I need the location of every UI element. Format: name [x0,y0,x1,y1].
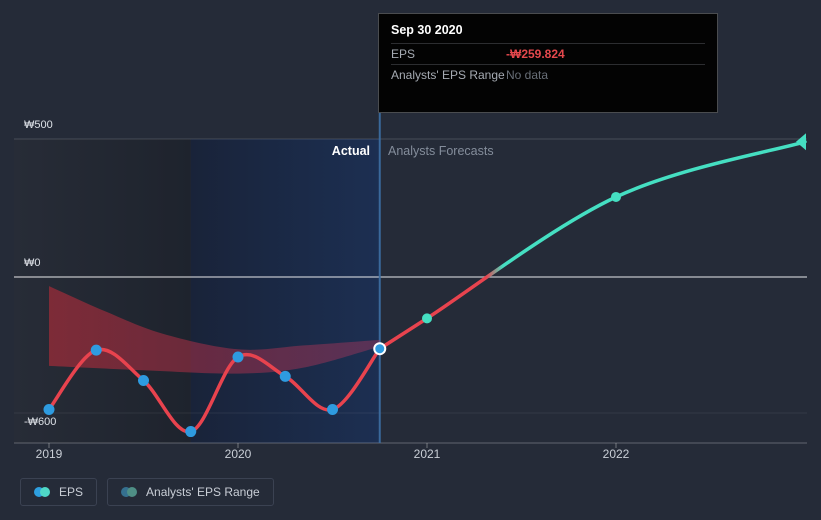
legend-toggle-eps[interactable]: EPS [20,478,97,506]
y-axis-label-neg600: -₩600 [24,416,56,429]
eps-data-point[interactable] [327,404,338,415]
eps-data-point[interactable] [91,345,102,356]
forecast-end-marker [796,133,806,150]
eps-data-point[interactable] [138,375,149,386]
eps-data-point[interactable] [185,426,196,437]
history-region-bg [14,139,191,443]
x-axis-label-2021: 2021 [414,447,441,461]
highlight-year-span [191,139,380,443]
x-axis-label-2020: 2020 [225,447,252,461]
x-axis-label-2019: 2019 [36,447,63,461]
y-axis-label-500: ₩500 [24,119,53,132]
y-axis-label-0: ₩0 [24,257,41,270]
tooltip-row-eps: EPS -₩259.824 [391,43,705,64]
tooltip-range-label: Analysts' EPS Range [391,68,506,82]
legend-toggle-analysts-range[interactable]: Analysts' EPS Range [107,478,274,506]
range-teal-dot-icon [127,487,137,497]
eps-data-point[interactable] [44,404,55,415]
forecast-data-point[interactable] [422,313,432,323]
hover-tooltip: Sep 30 2020 EPS -₩259.824 Analysts' EPS … [378,13,718,113]
x-axis-label-2022: 2022 [603,447,630,461]
tooltip-eps-label: EPS [391,47,506,61]
tooltip-eps-value: -₩259.824 [506,47,565,61]
actual-section-label: Actual [0,144,370,158]
eps-teal-dot-icon [40,487,50,497]
eps-chart-page: ₩500 ₩0 -₩600 2019 2020 2021 2022 Actual… [0,0,821,520]
forecast-section-label: Analysts Forecasts [388,144,494,158]
tooltip-date: Sep 30 2020 [391,21,705,43]
legend-range-label: Analysts' EPS Range [146,485,260,499]
tooltip-range-value: No data [506,68,548,82]
legend-eps-label: EPS [59,485,83,499]
eps-data-point[interactable] [233,352,244,363]
eps-forecast-line [380,142,805,349]
selected-data-point[interactable] [374,343,385,354]
eps-data-point[interactable] [280,371,291,382]
legend: EPS Analysts' EPS Range [20,478,274,506]
tooltip-row-range: Analysts' EPS Range No data [391,64,705,85]
forecast-data-point[interactable] [611,192,621,202]
